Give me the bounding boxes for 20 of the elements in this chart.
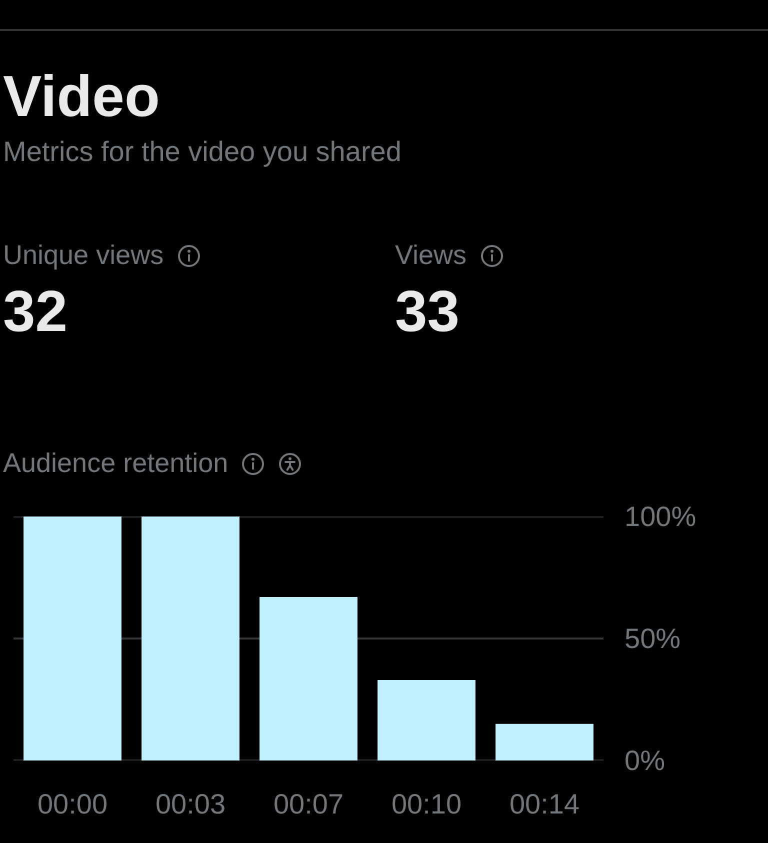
x-tick-label: 00:10 bbox=[391, 788, 462, 820]
bar bbox=[496, 724, 594, 760]
bar bbox=[260, 597, 358, 760]
x-tick-label: 00:03 bbox=[155, 788, 226, 820]
text: 33 bbox=[395, 278, 460, 344]
text: Unique views bbox=[3, 240, 165, 270]
chart-title: Audience retention bbox=[3, 448, 230, 478]
bar bbox=[142, 516, 240, 760]
bar bbox=[24, 516, 122, 760]
x-tick-label: 00:14 bbox=[509, 788, 580, 820]
text: 32 bbox=[3, 278, 68, 344]
y-tick-label: 0% bbox=[624, 745, 665, 776]
x-tick-label: 00:00 bbox=[37, 788, 108, 820]
text: Metrics for the video you shared bbox=[3, 136, 402, 168]
bar bbox=[378, 680, 476, 760]
y-tick-label: 100% bbox=[624, 501, 696, 532]
text: Views bbox=[395, 240, 468, 270]
y-tick-label: 50% bbox=[624, 623, 681, 654]
x-tick-label: 00:07 bbox=[273, 788, 344, 820]
text: Video bbox=[3, 64, 160, 129]
